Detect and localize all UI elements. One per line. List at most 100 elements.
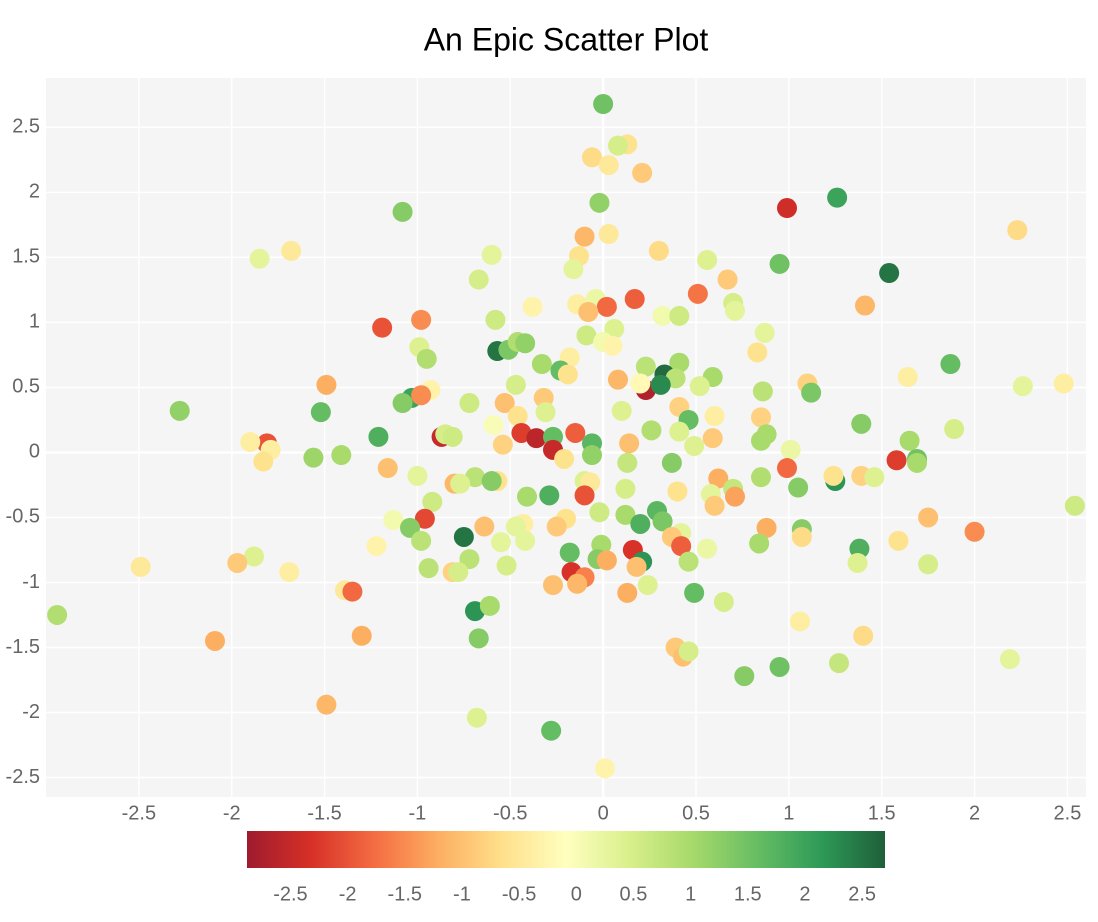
point (888, 530, 909, 551)
point (632, 162, 653, 183)
point (717, 269, 738, 290)
point (205, 630, 225, 651)
point (635, 356, 656, 377)
point (589, 192, 610, 213)
point (377, 458, 398, 479)
y-tick-label: 0 (29, 441, 40, 463)
y-tick-label: -0.5 (6, 506, 40, 528)
point (253, 451, 274, 472)
x-tick-label: -1 (409, 802, 427, 824)
point (886, 450, 907, 471)
y-tick-label: -2 (22, 701, 40, 723)
point (522, 296, 543, 317)
point (608, 135, 628, 156)
point (684, 582, 705, 603)
x-tick-label: 2 (969, 802, 980, 824)
point (227, 552, 248, 573)
point (310, 402, 331, 423)
point (303, 447, 324, 468)
point (576, 325, 597, 346)
point (589, 502, 610, 523)
point (574, 485, 595, 506)
y-tick-label: 0.5 (12, 376, 40, 398)
point (515, 333, 536, 354)
point (751, 467, 771, 488)
point (459, 549, 480, 570)
point (752, 381, 773, 402)
point (526, 428, 547, 449)
point (316, 374, 337, 395)
point (411, 309, 432, 330)
point (669, 305, 690, 326)
point (407, 465, 428, 486)
point (619, 433, 640, 454)
point (777, 198, 797, 219)
x-tick-label: -2.5 (122, 802, 156, 824)
x-tick-label: 0 (598, 802, 609, 824)
point (708, 468, 729, 489)
point (596, 296, 617, 317)
point (689, 376, 710, 397)
point (964, 521, 985, 542)
point (496, 555, 517, 576)
y-tick-label: 1.5 (12, 246, 40, 268)
point (481, 471, 502, 492)
x-tick-label: 0.5 (682, 802, 710, 824)
point (630, 373, 651, 394)
y-tick-label: 1 (29, 311, 40, 333)
point (411, 385, 432, 406)
point (661, 452, 682, 473)
point (669, 421, 690, 442)
point (617, 452, 638, 473)
point (574, 226, 595, 247)
colorbar-tick-label: -2 (339, 883, 357, 905)
point (624, 289, 645, 310)
y-tick-label: -1.5 (6, 636, 40, 658)
point (279, 562, 300, 583)
y-tick-label: 2.5 (12, 116, 40, 138)
point (1053, 373, 1074, 394)
point (749, 533, 770, 554)
point (630, 513, 651, 534)
point (652, 305, 673, 326)
chart-title: An Epic Scatter Plot (424, 21, 709, 57)
point (351, 625, 372, 646)
colorbar-tick-label: -2.5 (273, 883, 307, 905)
x-tick-label: -0.5 (493, 802, 527, 824)
point (1007, 220, 1028, 241)
point (999, 649, 1020, 670)
point (648, 240, 669, 261)
point (593, 94, 614, 115)
point (791, 526, 812, 547)
point (418, 558, 439, 579)
point (483, 415, 504, 436)
point (392, 393, 413, 414)
point (769, 656, 790, 677)
colorbar-tick-label: -1 (453, 883, 471, 905)
point (788, 477, 809, 498)
point (669, 352, 690, 373)
point (491, 532, 511, 553)
colorbar-tick-label: 2.5 (848, 883, 876, 905)
point (899, 430, 920, 451)
point (507, 406, 528, 427)
point (864, 467, 885, 488)
x-tick-label: -1.5 (307, 802, 341, 824)
point (725, 300, 745, 321)
point (626, 556, 647, 577)
point (777, 458, 797, 479)
point (855, 295, 875, 316)
point (240, 432, 261, 453)
point (697, 250, 718, 271)
point (411, 530, 432, 551)
point (466, 707, 487, 728)
point (801, 382, 822, 403)
point (559, 542, 580, 563)
x-tick-label: -2 (223, 802, 241, 824)
point (879, 263, 900, 284)
point (414, 508, 435, 529)
point (582, 445, 602, 466)
plot-background (46, 78, 1086, 797)
point (535, 402, 556, 423)
